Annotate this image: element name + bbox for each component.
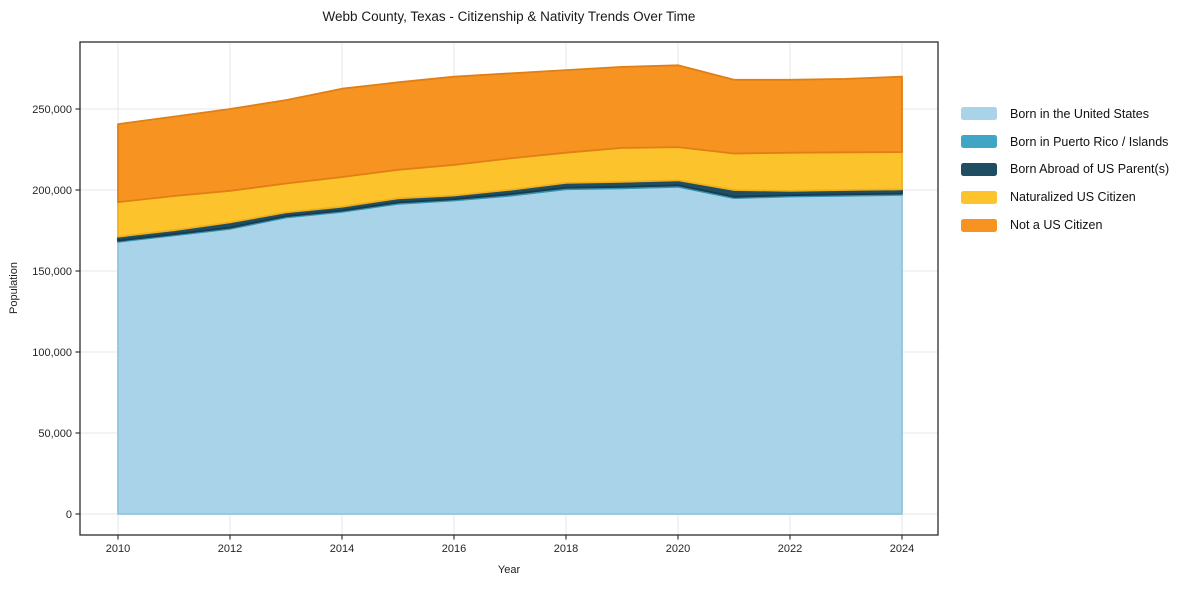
x-tick-label: 2018 xyxy=(554,543,578,555)
x-axis-label: Year xyxy=(497,564,521,576)
area-not-a-us-citizen xyxy=(117,64,903,204)
legend: Born in the United States Born in Puerto … xyxy=(961,100,1169,239)
legend-swatch xyxy=(961,135,997,149)
legend-item-not-a-us-citizen: Not a US Citizen xyxy=(961,211,1169,239)
y-axis-label: Population xyxy=(8,262,20,314)
y-tick-label: 250,000 xyxy=(32,104,72,116)
legend-label: Not a US Citizen xyxy=(1010,218,1103,233)
legend-label: Born in Puerto Rico / Islands xyxy=(1010,134,1169,149)
legend-item-born-abroad-of-us-parent-s: Born Abroad of US Parent(s) xyxy=(961,156,1169,184)
plot-frame xyxy=(79,41,939,536)
legend-item-born-in-the-united-states: Born in the United States xyxy=(961,100,1169,128)
legend-swatch xyxy=(961,218,997,232)
x-tick-label: 2016 xyxy=(442,543,466,555)
legend-label: Born in the United States xyxy=(1010,106,1149,121)
y-tick-label: 0 xyxy=(66,509,72,521)
y-tick-label: 50,000 xyxy=(38,428,72,440)
legend-label: Naturalized US Citizen xyxy=(1010,190,1136,205)
y-tick-label: 100,000 xyxy=(32,347,72,359)
chart-title: Webb County, Texas - Citizenship & Nativ… xyxy=(322,9,696,24)
x-tick-label: 2022 xyxy=(778,543,802,555)
y-tick-label: 150,000 xyxy=(32,266,72,278)
legend-item-born-in-puerto-rico-islands: Born in Puerto Rico / Islands xyxy=(961,128,1169,156)
legend-swatch xyxy=(961,107,997,121)
x-tick-label: 2020 xyxy=(666,543,690,555)
x-tick-label: 2014 xyxy=(330,543,354,555)
y-tick-label: 200,000 xyxy=(32,185,72,197)
x-tick-label: 2024 xyxy=(890,543,914,555)
legend-item-naturalized-us-citizen: Naturalized US Citizen xyxy=(961,183,1169,211)
area-born-in-the-united-states xyxy=(117,185,903,515)
x-tick-label: 2012 xyxy=(218,543,242,555)
x-tick-label: 2010 xyxy=(106,543,130,555)
legend-swatch xyxy=(961,162,997,176)
legend-swatch xyxy=(961,190,997,204)
legend-label: Born Abroad of US Parent(s) xyxy=(1010,162,1170,177)
